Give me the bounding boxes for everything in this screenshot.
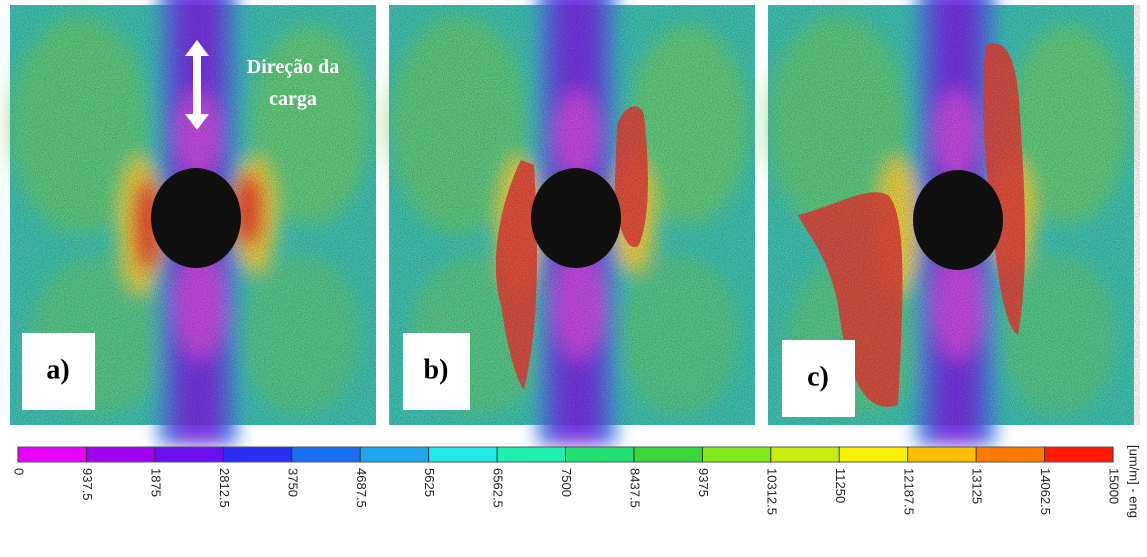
tick-label: 2812.5 [217,468,232,508]
colorbar-segment [976,447,1046,462]
tick-label: 10312.5 [764,468,779,515]
colorbar-segment [907,447,977,462]
label-box [782,340,855,417]
colorbar-segment [839,447,909,462]
tick-label: 4687.5 [354,468,369,508]
label-box [403,333,470,410]
label-box [22,333,95,410]
panel-b: b) [389,0,755,445]
tick-label: 3750 [285,468,300,497]
colorbar-segment [497,447,566,462]
tick-label: 5625 [422,468,437,497]
panel-c: c) [768,0,1140,445]
colorbar-segment [154,447,224,462]
annotation: carga [269,88,317,110]
tick-label: 7500 [559,468,574,497]
panel-label: c) [807,361,829,392]
colorbar-segment [702,447,772,462]
annotation: Direção da [247,56,339,78]
tick-label: 6562.5 [491,468,506,508]
colorbar-segment [291,447,361,462]
tick-label: 8437.5 [628,468,643,508]
tick-label: 13125 [970,468,985,504]
tick-label: 1875 [148,468,163,497]
panel-label: a) [46,354,69,385]
tick-label: 14062.5 [1038,468,1053,515]
colorbar-segment [18,447,87,462]
colorbar-segment [360,447,430,462]
panel-a: Direção da carga a) [10,0,376,445]
tick-label: 12187.5 [901,468,916,515]
tick-label: 937.5 [80,468,95,501]
colorbar-segment [86,447,156,462]
colorbar-segment [565,447,635,462]
load-arrow [185,40,209,130]
tick-label: 9375 [696,468,711,497]
tick-label: 0 [12,468,27,475]
unit-label: [um/m] - eng [1127,445,1142,518]
colorbar-segment [428,447,498,462]
tick-label: 15000 [1107,468,1122,504]
colorbar: 0 937.5 1875 2812.5 3750 4687.5 5625 6562.5 7500… [12,445,1142,518]
tick-label: 11250 [833,468,848,503]
colorbar-segment [770,447,840,462]
colorbar-segment [223,447,293,462]
colorbar-segment [633,447,703,462]
colorbar-segment [1044,447,1114,462]
panel-label: b) [424,354,449,385]
